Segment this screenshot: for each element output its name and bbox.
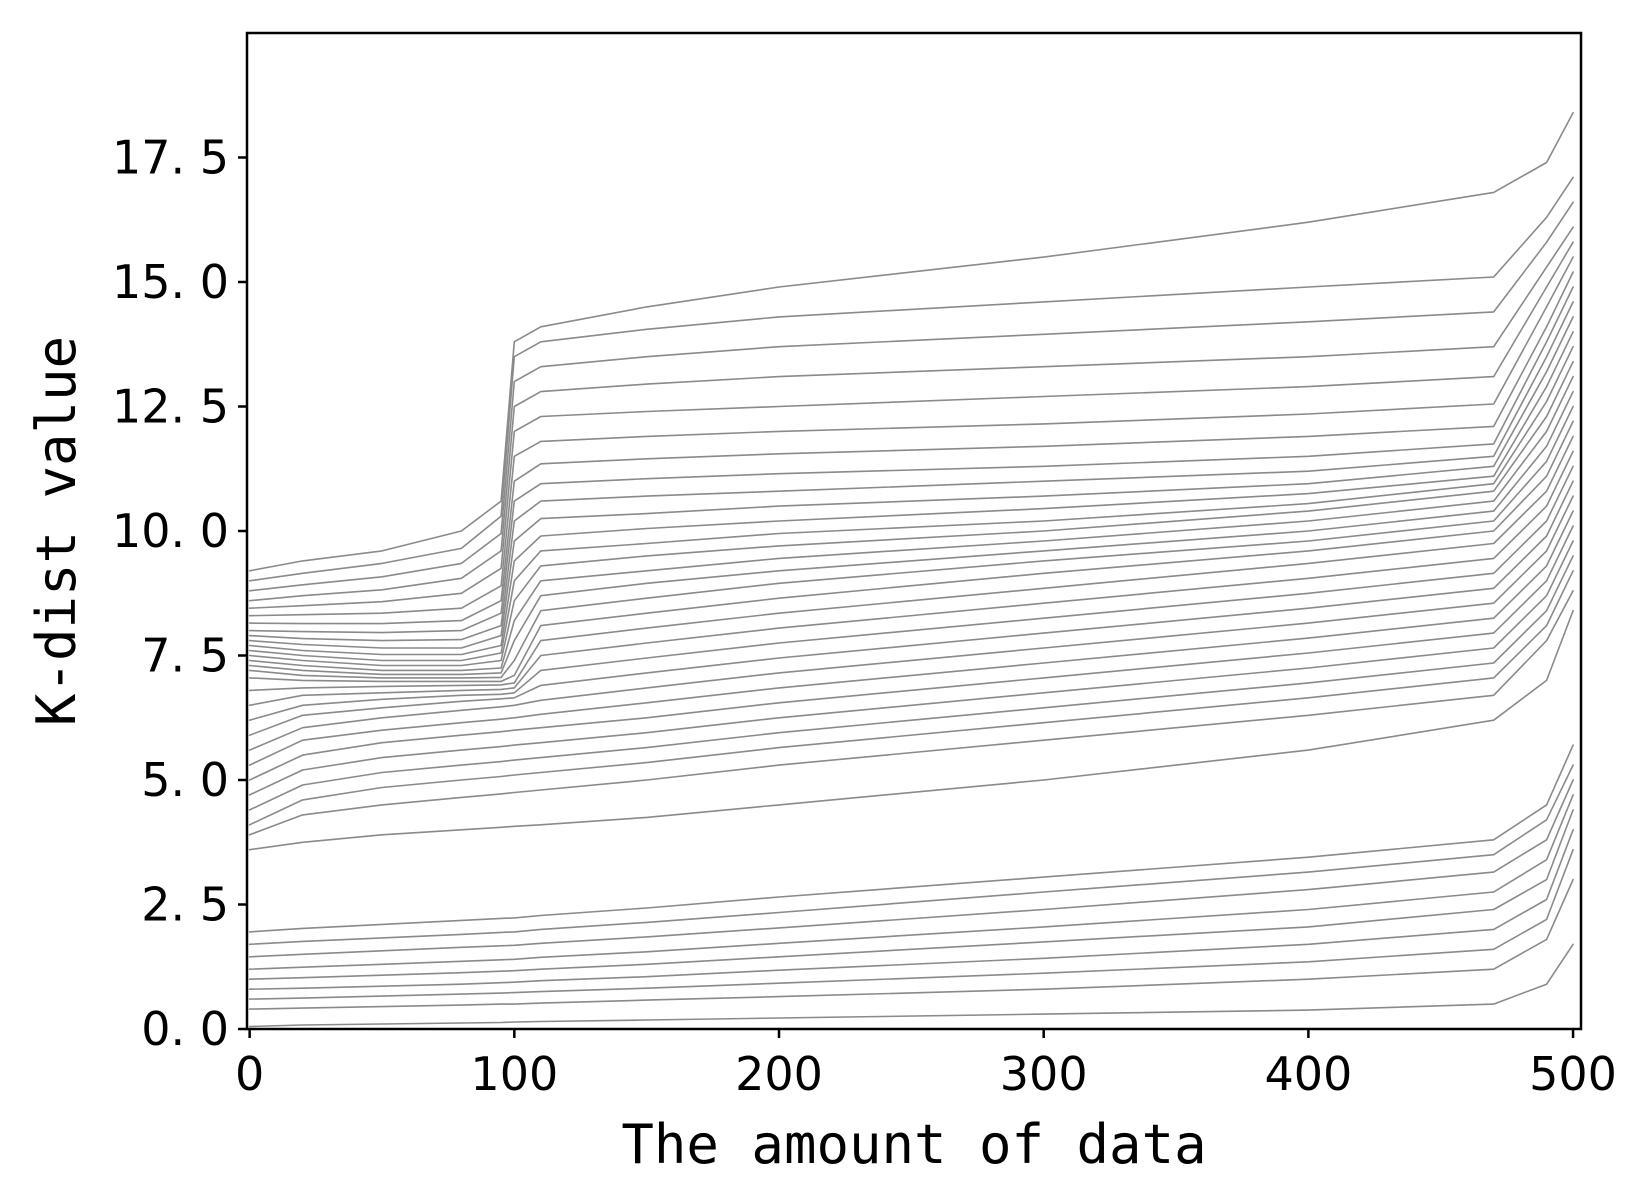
series-line-9 xyxy=(248,744,1574,933)
x-tick-label: 200 xyxy=(735,1047,823,1101)
series-line-8 xyxy=(248,764,1574,946)
plot-frame xyxy=(245,31,1583,1031)
x-axis-title: The amount of data xyxy=(621,1113,1206,1176)
series-line-34 xyxy=(248,241,1574,609)
series-line-21 xyxy=(248,435,1574,692)
series-line-22 xyxy=(248,420,1574,683)
y-tick-label: 10. 0 xyxy=(112,504,229,558)
x-tick-label: 300 xyxy=(1000,1047,1088,1101)
series-line-36 xyxy=(248,201,1574,592)
series-line-16 xyxy=(248,510,1574,766)
series-line-17 xyxy=(248,495,1574,751)
series-line-31 xyxy=(248,286,1574,634)
series-line-19 xyxy=(248,465,1574,721)
y-axis-title: K-dist value xyxy=(25,336,88,726)
series-line-1 xyxy=(248,943,1574,1028)
series-line-25 xyxy=(248,375,1574,672)
y-tick-label: 12. 5 xyxy=(112,380,229,434)
y-tick-label: 15. 0 xyxy=(112,255,229,309)
series-line-33 xyxy=(248,256,1574,617)
series-line-24 xyxy=(248,390,1574,676)
series-line-11 xyxy=(248,590,1574,836)
series-line-35 xyxy=(248,226,1574,602)
y-tick-label: 0. 0 xyxy=(141,1002,229,1056)
x-tick-label: 500 xyxy=(1529,1047,1617,1101)
x-tick-label: 100 xyxy=(470,1047,558,1101)
x-tick-label: 400 xyxy=(1264,1047,1352,1101)
series-line-15 xyxy=(248,525,1574,781)
series-line-20 xyxy=(248,450,1574,707)
series-line-32 xyxy=(248,271,1574,625)
series-line-4 xyxy=(248,829,1574,990)
series-line-6 xyxy=(248,794,1574,970)
series-line-38 xyxy=(248,111,1574,572)
y-tick-label: 17. 5 xyxy=(112,131,229,185)
series-line-2 xyxy=(248,878,1574,1010)
series-line-12 xyxy=(248,570,1574,826)
y-tick-label: 5. 0 xyxy=(141,753,229,807)
series-line-3 xyxy=(248,848,1574,1000)
series-lines xyxy=(248,111,1574,1028)
series-line-29 xyxy=(248,316,1574,649)
series-line-5 xyxy=(248,809,1574,980)
y-axis-ticks: 0. 0 2. 5 5. 0 7. 5 10. 0 12. 5 15. 0 17. 5 xyxy=(112,131,247,1056)
series-line-27 xyxy=(248,345,1574,662)
series-line-7 xyxy=(248,779,1574,958)
y-tick-label: 2. 5 xyxy=(141,878,229,932)
series-line-10 xyxy=(248,609,1574,851)
series-line-30 xyxy=(248,301,1574,642)
x-axis-ticks: 0 100 200 300 400 500 xyxy=(235,1029,1617,1101)
series-line-13 xyxy=(248,555,1574,811)
series-line-28 xyxy=(248,331,1574,656)
series-line-18 xyxy=(248,480,1574,736)
series-line-37 xyxy=(248,176,1574,582)
series-line-23 xyxy=(248,405,1574,679)
series-line-14 xyxy=(248,540,1574,796)
x-tick-label: 0 xyxy=(235,1047,264,1101)
y-tick-label: 7. 5 xyxy=(141,629,229,683)
series-line-26 xyxy=(248,360,1574,667)
